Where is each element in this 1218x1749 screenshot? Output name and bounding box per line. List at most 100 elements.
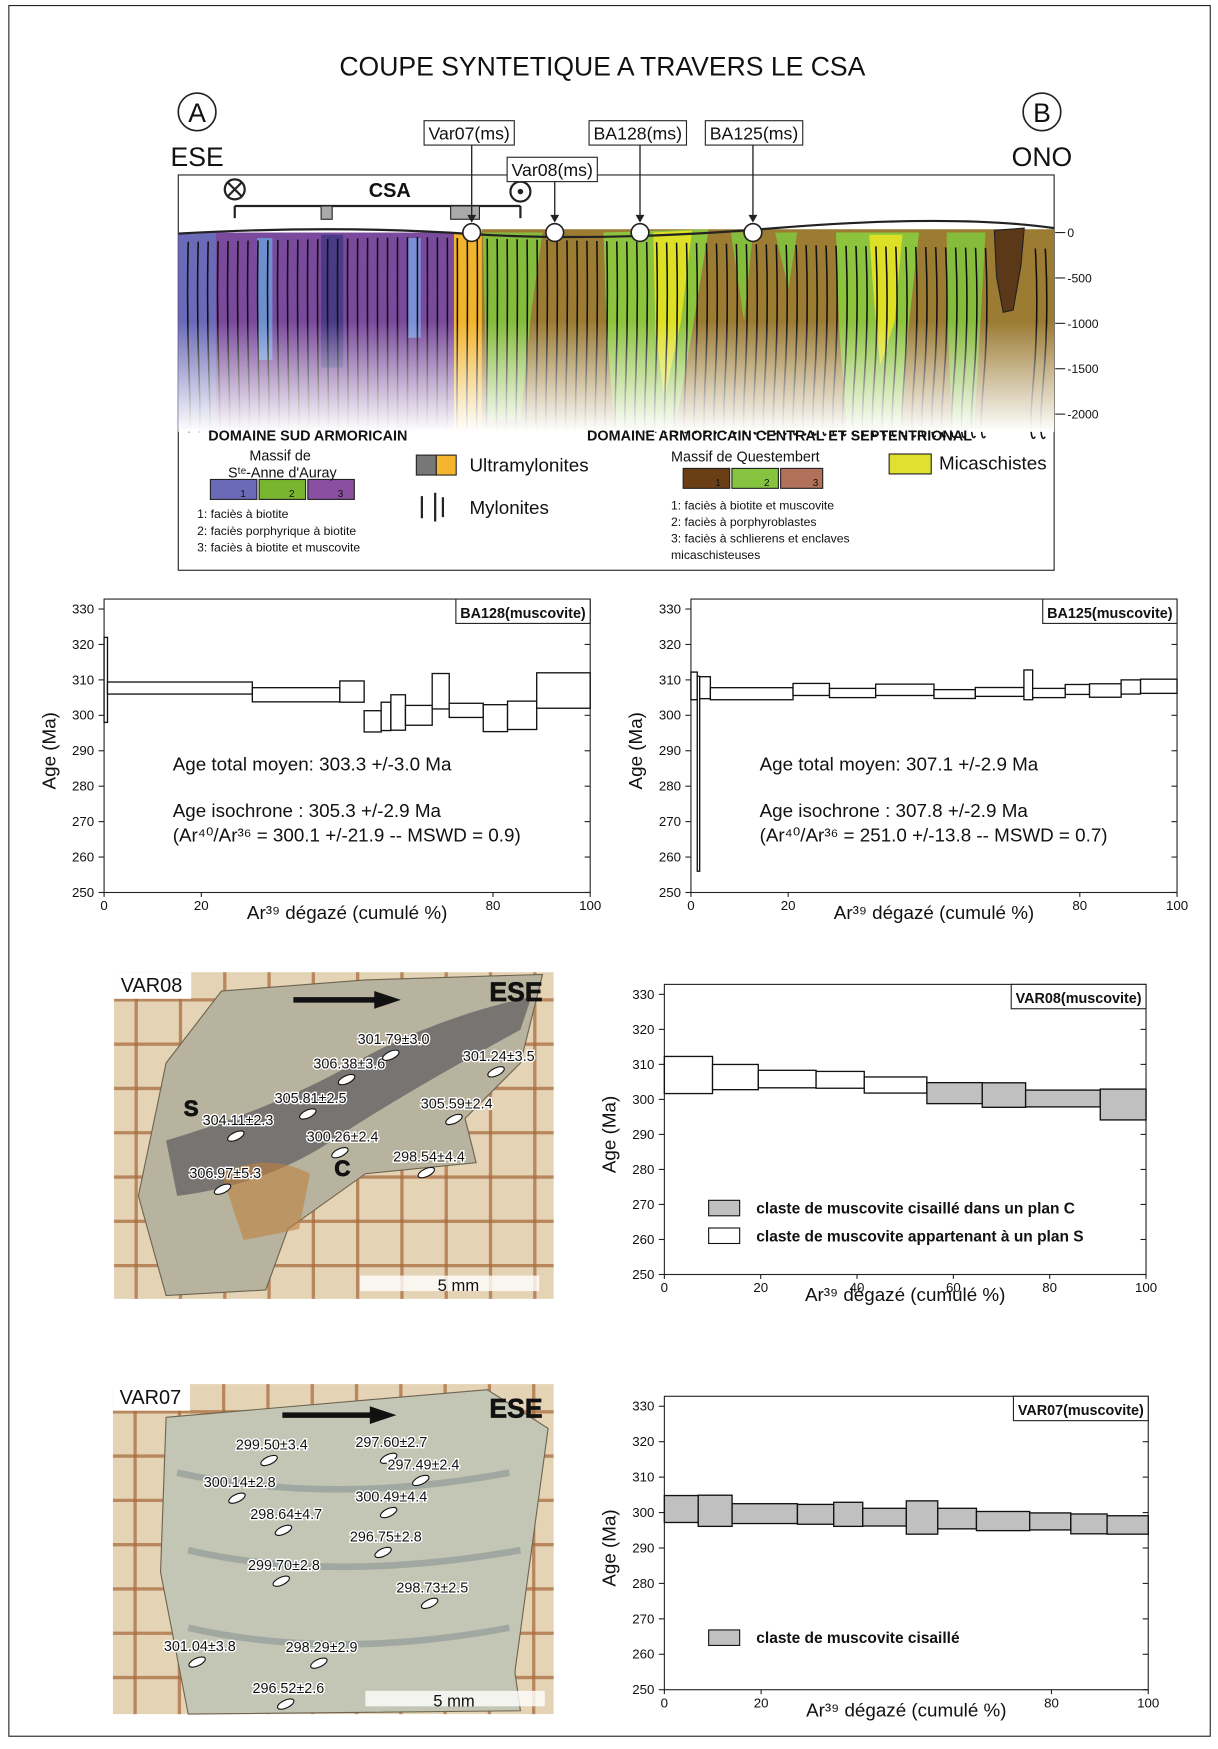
x-axis-label: Ar³⁹ dégazé (cumulé %)	[247, 902, 447, 923]
age-step	[938, 1508, 977, 1529]
age-step	[906, 1501, 937, 1534]
y-axis-label: Age (Ma)	[599, 1509, 620, 1586]
legend-title: Massif de	[249, 449, 311, 465]
age-step	[934, 690, 975, 699]
legend-note: 1: faciès à biotite	[197, 507, 289, 521]
x-tick-label: 20	[194, 898, 209, 913]
x-tick-label: 80	[1042, 1280, 1057, 1295]
y-tick-label: 310	[72, 672, 94, 687]
y-tick-label: 330	[659, 601, 681, 616]
clast-age-label: 300.49±4.4	[355, 1489, 427, 1505]
legend-label: Mylonites	[469, 497, 548, 518]
ultramylonite-mark	[451, 206, 480, 219]
legend-title: Sᵗᵉ-Anne d'Auray	[228, 465, 338, 481]
ultramylonite-mark	[321, 206, 332, 219]
age-step	[1024, 670, 1033, 700]
age-step	[1026, 1090, 1101, 1107]
photo-label: VAR08	[121, 975, 183, 997]
age-step	[816, 1071, 864, 1088]
age-step	[1065, 684, 1089, 694]
legend-label: claste de muscovite cisaillé	[756, 1630, 960, 1647]
age-step	[758, 1070, 816, 1088]
domain-label: DOMAINE SUD ARMORICAIN	[208, 429, 407, 445]
annotation: Age total moyen: 303.3 +/-3.0 Ma	[173, 754, 452, 775]
x-tick-label: 80	[486, 898, 501, 913]
y-tick-label: 250	[632, 1267, 654, 1282]
age-step	[863, 1508, 907, 1526]
legend-label: Ultramylonites	[469, 455, 588, 476]
age-step	[1090, 684, 1122, 697]
age-step	[732, 1504, 797, 1524]
legend-label: claste de muscovite appartenant à un pla…	[756, 1228, 1083, 1245]
legend-note: 2: faciès à porphyroblastes	[671, 515, 816, 529]
y-tick-label: 280	[632, 1576, 654, 1591]
clast-age-label: 301.79±3.0	[358, 1032, 430, 1048]
x-tick-label: 100	[1166, 898, 1188, 913]
depth-tick-label: -2000	[1067, 408, 1098, 422]
legend-swatch	[683, 468, 730, 488]
clast-age-label: 298.54±4.4	[393, 1150, 465, 1166]
legend-title: Massif de Questembert	[671, 450, 820, 466]
legend-swatch	[416, 455, 436, 475]
age-step	[876, 684, 934, 695]
y-tick-label: 320	[632, 1434, 654, 1449]
direction-label: ESE	[489, 1393, 542, 1423]
x-tick-label: 0	[661, 1280, 668, 1295]
y-tick-label: 330	[632, 1399, 654, 1414]
legend-label: Micaschistes	[939, 453, 1047, 474]
x-tick-label: 80	[1044, 1695, 1059, 1710]
legend-swatch	[436, 455, 456, 475]
age-step	[1107, 1516, 1148, 1534]
y-tick-label: 320	[72, 637, 94, 652]
sample-label: Var08(ms)	[512, 160, 593, 180]
age-step	[664, 1056, 712, 1093]
age-step	[664, 1496, 698, 1523]
age-step	[483, 705, 507, 732]
plot-frame	[104, 599, 590, 892]
legend-box-number: 3	[813, 478, 819, 489]
age-step	[710, 688, 793, 700]
clast-age-label: 296.75±2.8	[350, 1529, 422, 1545]
age-step	[1071, 1514, 1107, 1534]
x-axis-label: Ar³⁹ dégazé (cumulé %)	[834, 902, 1034, 923]
photo-label: VAR07	[120, 1387, 182, 1409]
legend-box-number: 3	[338, 489, 344, 500]
legend-swatch	[259, 479, 306, 499]
age-step	[537, 673, 590, 708]
legend-note: 1: faciès à biotite et muscovite	[671, 498, 834, 512]
age-step	[1121, 680, 1140, 694]
x-axis-label: Ar³⁹ dégazé (cumulé %)	[805, 1284, 1005, 1305]
legend-box-number: 2	[764, 478, 770, 489]
legend-swatch	[709, 1630, 740, 1646]
age-step	[1033, 688, 1066, 697]
y-tick-label: 300	[632, 1505, 654, 1520]
y-tick-label: 290	[72, 743, 94, 758]
clast-age-label: 297.49±2.4	[388, 1457, 460, 1473]
y-tick-label: 330	[72, 601, 94, 616]
y-tick-label: 270	[659, 814, 681, 829]
legend-swatch	[732, 468, 779, 488]
y-axis-label: Age (Ma)	[625, 712, 646, 789]
age-step	[405, 705, 432, 725]
x-tick-label: 20	[754, 1695, 769, 1710]
age-step	[713, 1064, 759, 1089]
chart-title: BA125(muscovite)	[1047, 606, 1173, 622]
age-step	[381, 702, 391, 730]
age-step	[432, 674, 449, 709]
y-tick-label: 280	[659, 779, 681, 794]
x-tick-label: 100	[579, 898, 601, 913]
clast-age-label: 300.14±2.8	[204, 1475, 276, 1491]
y-tick-label: 250	[632, 1682, 654, 1697]
y-tick-label: 300	[72, 708, 94, 723]
age-step	[976, 1511, 1029, 1530]
depth-tick-label: -1500	[1067, 362, 1098, 376]
legend-box-number: 1	[715, 478, 721, 489]
age-step	[391, 695, 406, 730]
x-tick-label: 20	[781, 898, 796, 913]
age-step	[340, 681, 364, 702]
legend-note: 2: faciès porphyrique à biotite	[197, 524, 356, 538]
age-step	[691, 672, 697, 700]
age-step	[829, 688, 875, 697]
legend-swatch	[889, 454, 931, 474]
